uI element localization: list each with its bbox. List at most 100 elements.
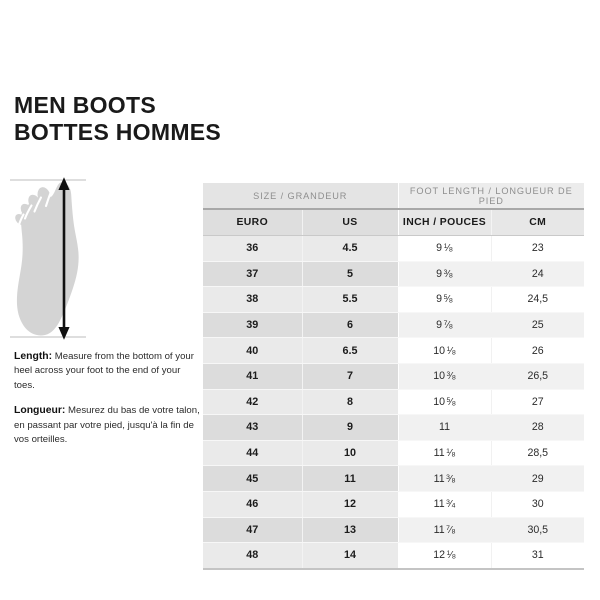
instruction-fr: Longueur: Mesurez du bas de votre talon,… <box>14 404 200 447</box>
inch-whole: 11 <box>433 498 445 511</box>
inch-fraction: 1⁄8 <box>447 549 456 561</box>
cell-us: 9 <box>302 414 399 441</box>
inch-denominator: 8 <box>449 272 453 280</box>
column-header-euro: EURO <box>203 208 303 236</box>
fraction-slash: ⁄ <box>450 371 452 383</box>
inch-denominator: 8 <box>452 400 456 408</box>
fraction-slash: ⁄ <box>447 268 450 280</box>
group-header-foot-length: FOOT LENGTH / LONGUEUR DE PIED <box>398 183 584 209</box>
cell-cm: 25 <box>491 312 584 339</box>
inch-denominator: 4 <box>451 502 456 510</box>
cell-us: 13 <box>302 517 399 544</box>
inch-whole: 11 <box>433 472 445 485</box>
inch-denominator: 8 <box>451 451 456 459</box>
inch-fraction: 3⁄8 <box>446 473 455 485</box>
inch-denominator: 8 <box>452 349 456 356</box>
cell-inch: 10 1⁄8 <box>398 337 492 364</box>
cell-euro: 38 <box>203 286 303 313</box>
cell-euro: 39 <box>203 312 303 339</box>
table-row: 38 5.5 9 5⁄8 24,5 <box>203 286 584 313</box>
title-line-fr: BOTTES HOMMES <box>14 119 222 145</box>
cell-euro: 43 <box>203 414 303 441</box>
cell-us: 5.5 <box>302 286 399 313</box>
foot-length-diagram <box>8 176 188 344</box>
cell-euro: 42 <box>203 389 303 416</box>
inch-denominator: 8 <box>449 323 453 331</box>
cell-euro: 46 <box>203 491 303 518</box>
cell-inch: 11 3⁄4 <box>398 491 492 518</box>
cell-us: 5 <box>302 261 399 288</box>
table-group-header-row: SIZE / GRANDEUR FOOT LENGTH / LONGUEUR D… <box>203 183 584 209</box>
cell-cm: 30,5 <box>491 517 584 544</box>
table-row: 41 7 10 3⁄8 26,5 <box>203 363 584 390</box>
cell-us: 12 <box>302 491 399 518</box>
cell-cm: 23 <box>491 235 584 262</box>
cell-cm: 26 <box>491 337 584 364</box>
size-chart-table: SIZE / GRANDEUR FOOT LENGTH / LONGUEUR D… <box>203 183 584 570</box>
fraction-slash: ⁄ <box>449 473 452 485</box>
measurement-arrow <box>58 177 70 340</box>
table-row: 39 6 9 7⁄8 25 <box>203 312 584 339</box>
table-row: 36 4.5 9 1⁄8 23 <box>203 235 584 262</box>
cell-cm: 31 <box>491 542 584 570</box>
cell-cm: 28,5 <box>491 440 584 467</box>
cell-us: 7 <box>302 363 399 390</box>
column-header-inch: INCH / POUCES <box>398 208 492 236</box>
table-row: 47 13 11 7⁄8 30,5 <box>203 517 584 544</box>
inch-fraction: 1⁄8 <box>444 242 453 254</box>
instruction-fr-text: Mesurez du bas de votre talon, en passan… <box>14 405 200 446</box>
inch-denominator: 8 <box>449 297 453 305</box>
inch-whole: 9 <box>436 267 443 280</box>
fraction-slash: ⁄ <box>447 243 450 255</box>
cell-inch: 10 3⁄8 <box>398 363 492 390</box>
table-row: 40 6.5 10 1⁄8 26 <box>203 337 584 364</box>
inch-numerator: 1 <box>446 448 450 456</box>
inch-numerator: 3 <box>446 473 450 481</box>
inch-whole: 10 <box>433 344 446 357</box>
cell-inch: 11 3⁄8 <box>398 465 492 492</box>
fraction-slash: ⁄ <box>450 396 452 408</box>
cell-inch: 11 1⁄8 <box>398 440 492 467</box>
inch-denominator: 8 <box>451 528 456 536</box>
fraction-slash: ⁄ <box>450 345 452 357</box>
fraction-slash: ⁄ <box>449 499 452 511</box>
inch-fraction: 7⁄8 <box>444 319 453 331</box>
cell-us: 14 <box>302 542 399 570</box>
cell-us: 4.5 <box>302 235 399 262</box>
column-header-cm: CM <box>491 208 584 236</box>
cell-cm: 24 <box>491 261 584 288</box>
table-row: 44 10 11 1⁄8 28,5 <box>203 440 584 467</box>
inch-fraction: 7⁄8 <box>446 524 455 536</box>
table-row: 42 8 10 5⁄8 27 <box>203 389 584 416</box>
cell-inch: 9 7⁄8 <box>398 312 492 339</box>
table-row: 45 11 11 3⁄8 29 <box>203 465 584 492</box>
cell-us: 8 <box>302 389 399 416</box>
inch-denominator: 8 <box>451 476 456 484</box>
inch-numerator: 3 <box>446 371 451 379</box>
cell-inch: 12 1⁄8 <box>398 542 492 570</box>
instruction-en-label: Length: <box>14 351 53 362</box>
cell-us: 6.5 <box>302 337 399 364</box>
inch-denominator: 8 <box>452 374 456 382</box>
table-row: 46 12 11 3⁄4 30 <box>203 491 584 518</box>
inch-fraction: 3⁄4 <box>446 498 455 510</box>
inch-fraction: 1⁄8 <box>446 447 455 459</box>
table-row: 37 5 9 3⁄8 24 <box>203 261 584 288</box>
cell-euro: 36 <box>203 235 303 262</box>
instruction-en-text: Measure from the bottom of your heel acr… <box>14 351 194 391</box>
inch-whole: 11 <box>439 421 450 434</box>
inch-numerator: 1 <box>443 243 448 251</box>
inch-numerator: 1 <box>446 550 451 558</box>
inch-fraction: 1⁄8 <box>447 345 456 357</box>
cell-inch: 11 <box>398 414 492 441</box>
inch-numerator: 5 <box>446 397 451 405</box>
inch-numerator: 1 <box>446 345 451 353</box>
inch-whole: 9 <box>436 319 443 332</box>
inch-whole: 11 <box>433 447 445 460</box>
inch-fraction: 3⁄8 <box>447 370 456 382</box>
cell-euro: 37 <box>203 261 303 288</box>
inch-whole: 12 <box>433 549 446 562</box>
inch-denominator: 8 <box>452 553 456 561</box>
inch-whole: 9 <box>436 293 443 306</box>
